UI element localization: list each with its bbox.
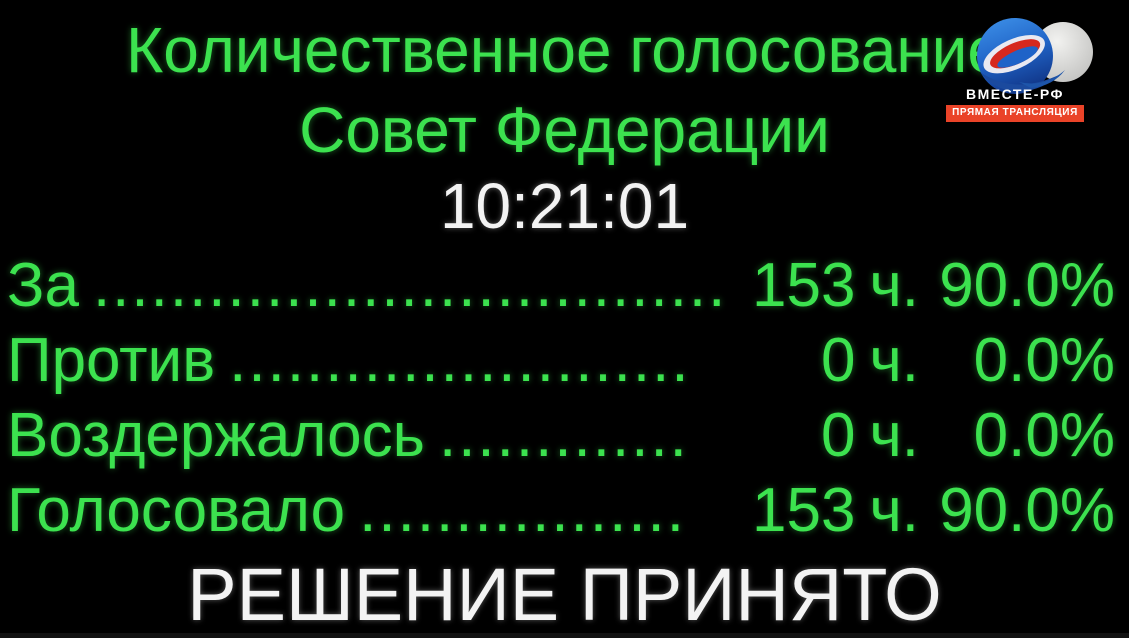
- chamber-title: Совет Федерации: [299, 94, 830, 166]
- decision-status: РЕШЕНИЕ ПРИНЯТО: [187, 553, 942, 636]
- vote-units: ч.: [869, 401, 919, 470]
- vote-count: 0: [820, 326, 856, 395]
- dot-leader: .............: [438, 401, 689, 470]
- vote-row-total-voted: Голосовало ................. 153 ч. 90.0…: [0, 473, 1129, 548]
- vote-clock: 10:21:01: [439, 170, 690, 242]
- vote-units: ч.: [869, 251, 919, 320]
- vote-table: За ................................. 153…: [0, 248, 1129, 548]
- vote-count: 153: [752, 476, 856, 545]
- dot-leader: .................................: [92, 251, 728, 320]
- vote-count: 0: [820, 401, 856, 470]
- bottom-edge-strip: [0, 633, 1129, 638]
- vote-units: ч.: [869, 326, 919, 395]
- vote-percent: 0.0%: [973, 401, 1115, 470]
- dot-leader: ........................: [229, 326, 691, 395]
- vote-label: Воздержалось: [7, 401, 425, 470]
- vote-label: Против: [7, 326, 216, 395]
- dot-leader: .................: [359, 476, 686, 545]
- vote-label: За: [7, 251, 79, 320]
- vote-row-against: Против ........................ 0 ч. 0.0…: [0, 323, 1129, 398]
- vote-percent: 0.0%: [973, 326, 1115, 395]
- vmeste-rf-logo: ВМЕСТЕ-РФ ПРЯМАЯ ТРАНСЛЯЦИЯ: [935, 12, 1095, 122]
- vote-type-title: Количественное голосование: [126, 14, 1003, 86]
- vote-units: ч.: [869, 476, 919, 545]
- live-broadcast-badge: ПРЯМАЯ ТРАНСЛЯЦИЯ: [946, 105, 1084, 122]
- channel-name: ВМЕСТЕ-РФ: [965, 86, 1065, 102]
- title-block: Количественное голосование Совет Федерац…: [0, 0, 1129, 170]
- vote-percent: 90.0%: [939, 476, 1115, 545]
- vmeste-rf-globe-icon: [977, 18, 1093, 94]
- vote-row-for: За ................................. 153…: [0, 248, 1129, 323]
- vote-label: Голосовало: [7, 476, 346, 545]
- vote-percent: 90.0%: [939, 251, 1115, 320]
- vote-row-abstained: Воздержалось ............. 0 ч. 0.0%: [0, 398, 1129, 473]
- vote-count: 153: [752, 251, 856, 320]
